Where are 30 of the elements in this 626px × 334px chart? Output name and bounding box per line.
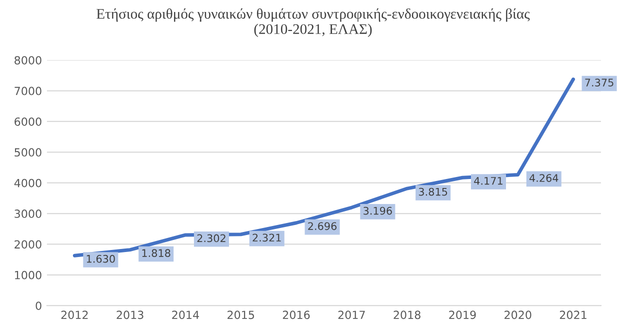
x-tick-label: 2021	[560, 310, 586, 320]
data-label: 2.302	[197, 234, 226, 242]
y-tick-label: 4000	[14, 178, 42, 188]
data-label: 3.196	[364, 206, 392, 215]
y-tick-label: 7000	[14, 86, 42, 96]
data-label: 7.375	[585, 78, 614, 86]
y-tick-label: 2000	[14, 240, 42, 249]
data-label: 1.818	[142, 249, 170, 258]
y-tick-label: 1000	[15, 270, 42, 280]
x-tick-label: 2015	[228, 310, 254, 320]
data-label: 2.696	[308, 222, 337, 230]
x-tick-label: 2019	[449, 310, 476, 320]
data-label: 1.630	[86, 254, 115, 263]
data-label: 3.815	[418, 188, 448, 196]
x-tick-label: 2020	[504, 310, 532, 320]
y-tick-label: 0	[36, 302, 42, 310]
data-label: 2.321	[252, 234, 281, 242]
y-tick-label: 6000	[14, 117, 42, 126]
x-tick-label: 2013	[116, 310, 144, 320]
y-tick-label: 8000	[14, 56, 42, 64]
x-tick-label: 2012	[61, 310, 88, 320]
data-label: 4.171	[474, 177, 502, 185]
y-tick-label: 5000	[14, 148, 42, 157]
data-label: 4.264	[529, 174, 558, 182]
x-tick-label: 2014	[172, 310, 199, 320]
x-tick-label: 2016	[282, 310, 310, 320]
chart-title: Ετήσιος αριθμός γυναικών θυμάτων συντροφικής-ενδοοικογενειακής βίας (2010-2021, ΕΛΑΣ)	[96, 8, 530, 37]
x-tick-label: 2017	[338, 310, 365, 320]
x-tick-label: 2018	[394, 310, 420, 320]
y-tick-label: 3000	[14, 210, 42, 218]
